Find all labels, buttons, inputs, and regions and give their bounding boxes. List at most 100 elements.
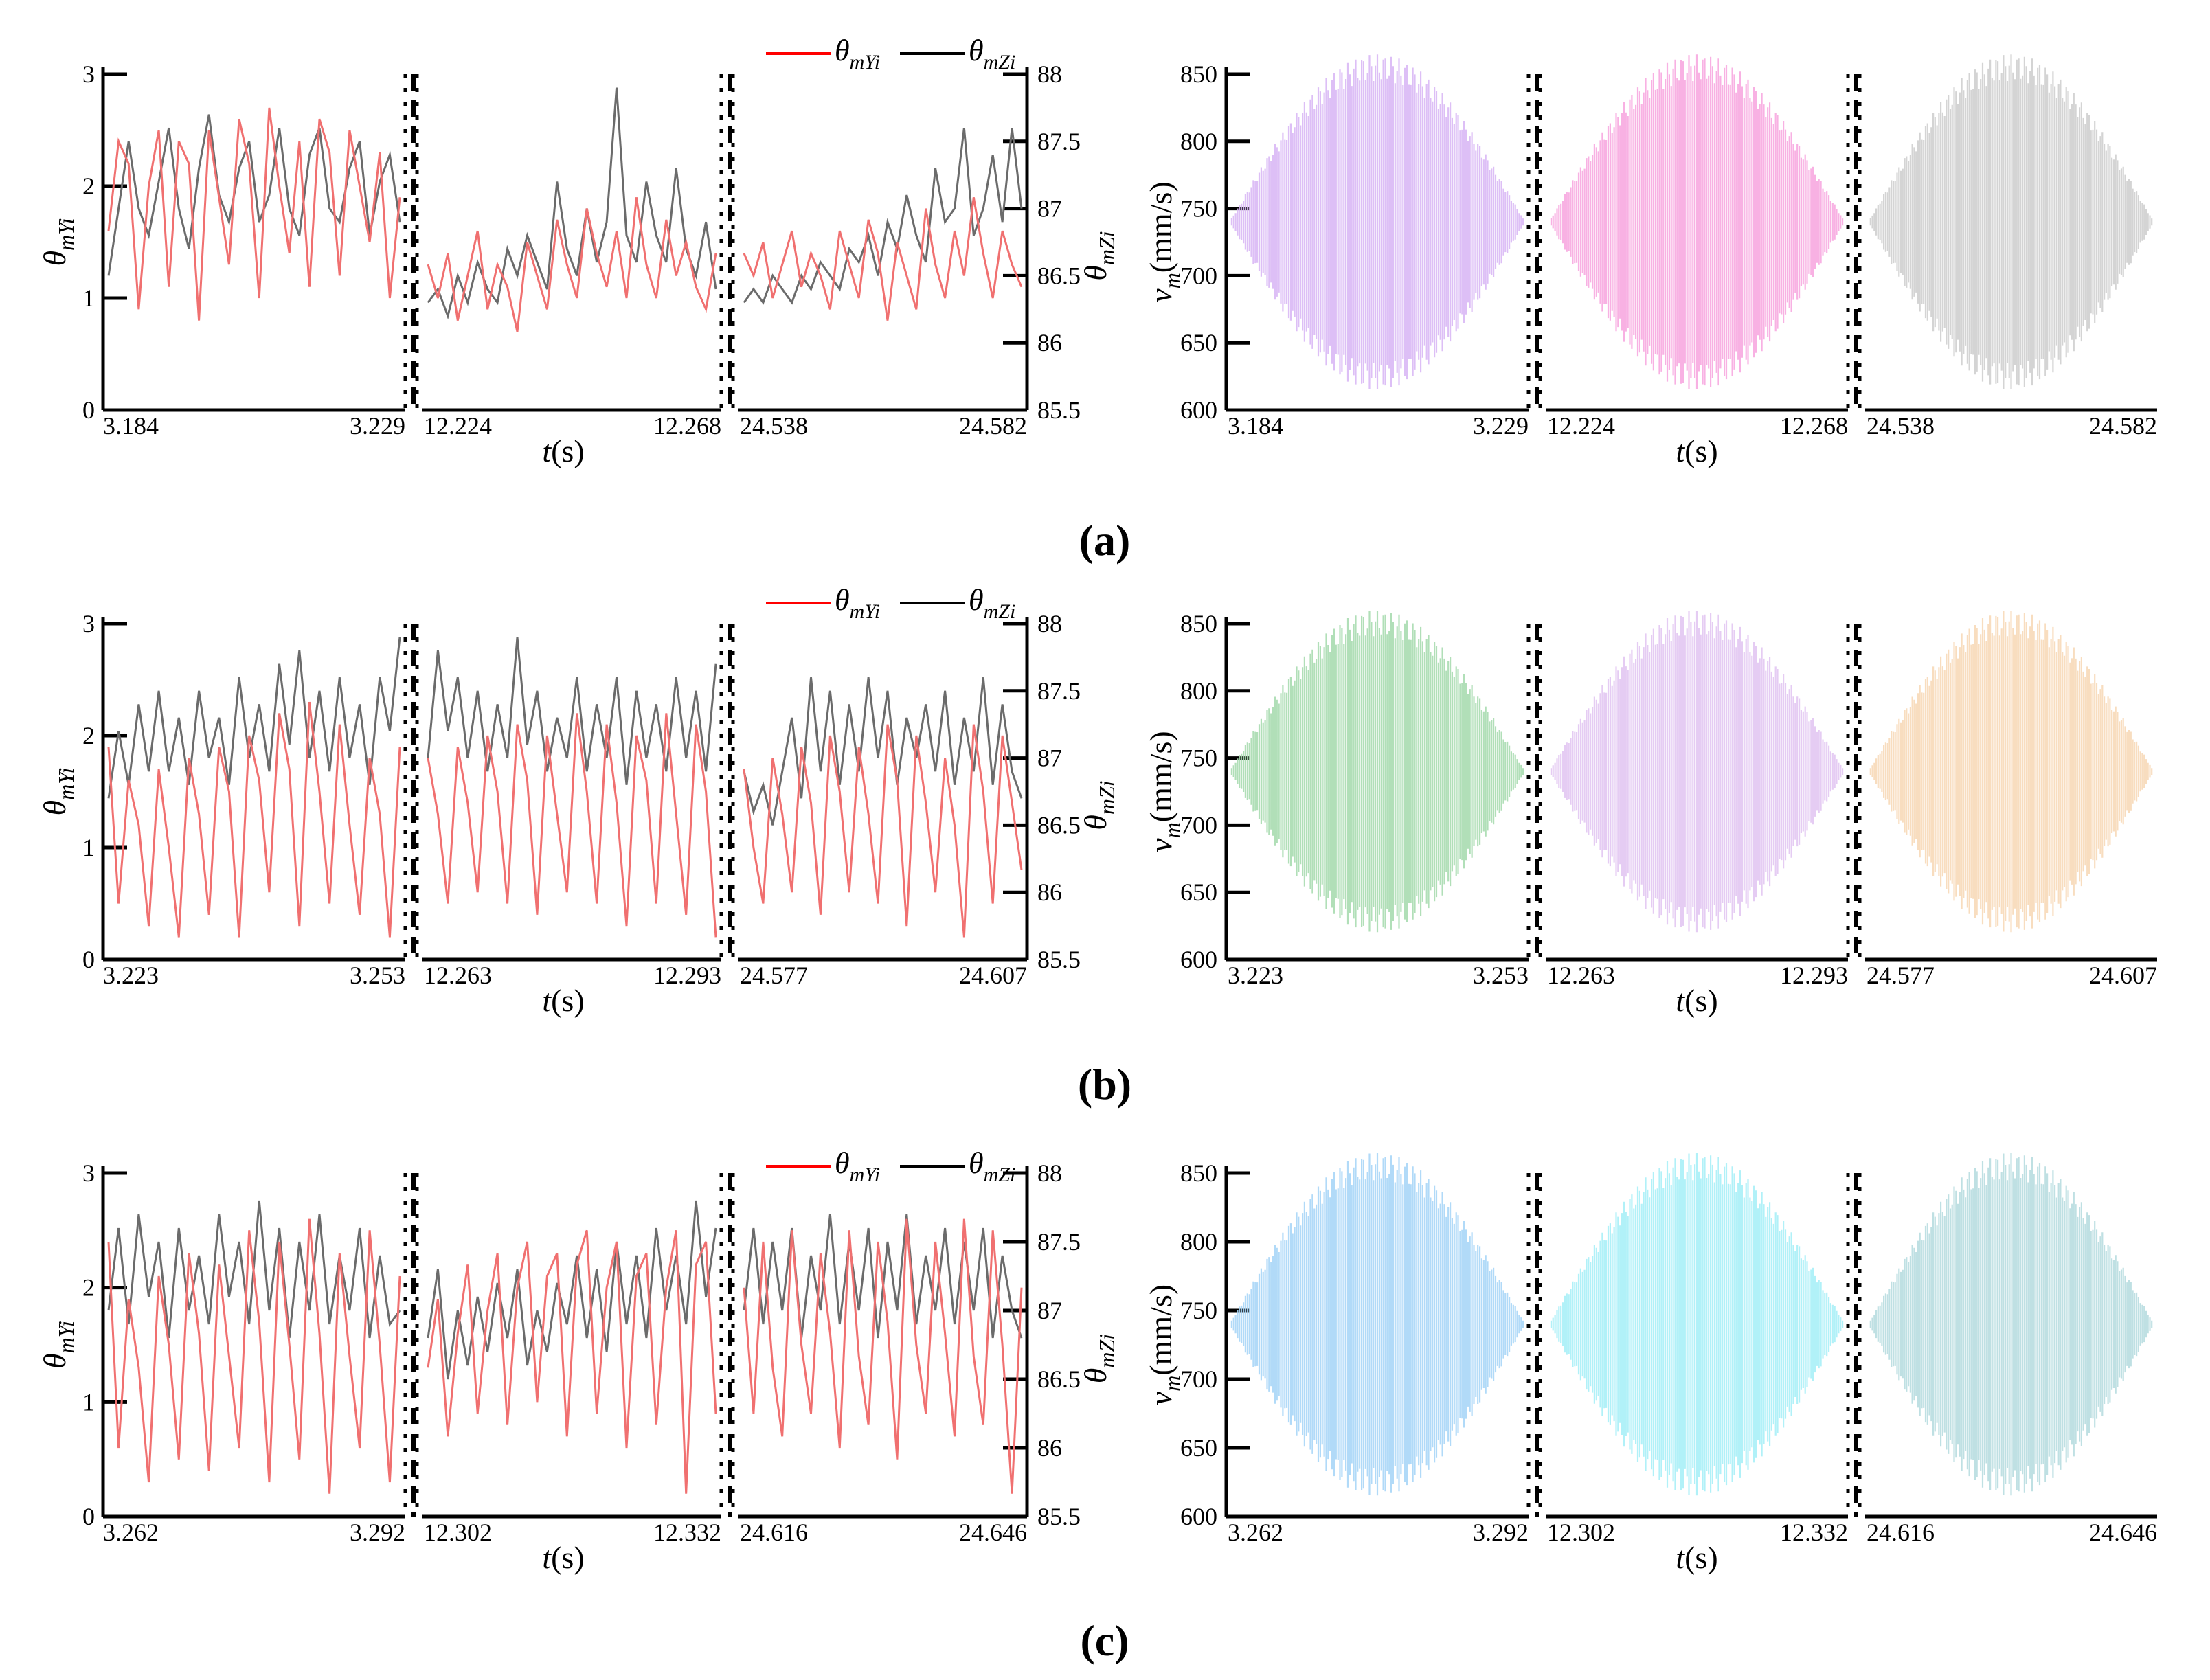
right-0-xtick-end-2: 24.582 xyxy=(2089,412,2157,440)
left-0-ylabel-right-sub: mZi xyxy=(1094,231,1119,265)
left-1-xtick-end-1: 12.293 xyxy=(653,962,721,989)
right-2-ytick-label-5: 850 xyxy=(1180,1159,1217,1187)
panel-label-c: (c) xyxy=(1080,1616,1129,1665)
right-1-velocity-wave-seg-0 xyxy=(1230,611,1524,933)
left-0-legend-label-0: θmYi xyxy=(835,34,880,73)
right-0-xlabel-unit: (s) xyxy=(1684,433,1718,468)
left-0-ytick-right-label-2: 86.5 xyxy=(1037,262,1081,289)
left-1-ytick-label-3: 3 xyxy=(82,610,95,637)
left-2-xtick-end-2: 24.646 xyxy=(959,1519,1027,1546)
left-1-xtick-end-2: 24.607 xyxy=(959,962,1027,989)
right-2-xlabel: t(s) xyxy=(1676,1540,1717,1575)
left-0-ytick-right-label-0: 85.5 xyxy=(1037,396,1081,424)
left-2-series-theta-mYi-seg-2 xyxy=(743,1218,1023,1494)
left-1-legend-base-1: θ xyxy=(969,583,984,617)
left-1-legend-sub-1: mZi xyxy=(984,600,1016,623)
panel-label-a: (a) xyxy=(1079,516,1131,565)
left-1-legend-label-1: θmZi xyxy=(969,583,1015,623)
left-0-legend-sub-1: mZi xyxy=(984,51,1016,73)
left-0-ytick-label-0: 0 xyxy=(82,396,95,424)
right-1-xtick-start-2: 24.577 xyxy=(1867,962,1935,989)
right-2-velocity-wave-seg-0 xyxy=(1230,1153,1524,1496)
left-1-ytick-right-label-0: 85.5 xyxy=(1037,946,1081,973)
left-1-xtick-start-2: 24.577 xyxy=(740,962,808,989)
right-1-xtick-end-0: 3.253 xyxy=(1473,962,1529,989)
right-2-ylabel: vm(mm/s) xyxy=(1143,1284,1184,1405)
panel-a: 0 1 2 3 85.5 86 86.5 87 87.5 88 3.184 3.229 12.224 12… xyxy=(37,34,2157,468)
right-2-xtick-start-1: 12.302 xyxy=(1547,1519,1615,1546)
right-2-velocity-wave-seg-2 xyxy=(1869,1153,2153,1496)
right-2-ytick-label-0: 600 xyxy=(1180,1503,1217,1530)
right-2-xlabel-unit: (s) xyxy=(1684,1540,1718,1575)
right-1-ylabel-unit: (mm/s) xyxy=(1143,731,1178,822)
left-2-ylabel-right-base: θ xyxy=(1078,1368,1113,1384)
right-1-ytick-label-2: 700 xyxy=(1180,811,1217,839)
left-1-series-theta-mZi-seg-2 xyxy=(743,677,1023,826)
left-2-legend-label-0: θmYi xyxy=(835,1146,880,1186)
right-1-ytick-label-3: 750 xyxy=(1180,745,1217,772)
right-2-ytick-label-4: 800 xyxy=(1180,1228,1217,1256)
right-2-xtick-end-1: 12.332 xyxy=(1780,1519,1848,1546)
left-2-series-theta-mYi-seg-1 xyxy=(427,1229,717,1494)
left-2-ytick-label-3: 3 xyxy=(82,1159,95,1187)
left-1-ylabel-right-sub: mZi xyxy=(1094,780,1119,815)
left-2-legend-base-1: θ xyxy=(969,1146,984,1180)
left-0-series-theta-mYi-seg-2 xyxy=(743,197,1023,321)
left-0-ylabel-left-base: θ xyxy=(37,251,72,266)
right-1-xlabel: t(s) xyxy=(1676,983,1717,1018)
right-2-ylabel-base: v xyxy=(1143,1391,1178,1405)
left-1-series-theta-mYi-seg-2 xyxy=(743,724,1023,938)
right-1-xlabel-var: t xyxy=(1676,983,1685,1018)
left-0-ylabel-right: θmZi xyxy=(1078,231,1119,280)
right-1-xtick-end-1: 12.293 xyxy=(1780,962,1848,989)
right-2-xtick-start-2: 24.616 xyxy=(1867,1519,1935,1546)
left-2-legend-label-1: θmZi xyxy=(969,1146,1015,1186)
right-1-velocity-wave-seg-1 xyxy=(1550,611,1844,933)
right-0-ylabel-unit: (mm/s) xyxy=(1143,181,1178,273)
left-2-series-theta-mZi-seg-0 xyxy=(107,1200,401,1339)
left-0-xlabel-unit: (s) xyxy=(551,433,585,468)
left-0-ylabel-left-sub: mYi xyxy=(54,218,78,250)
left-1-legend-base-0: θ xyxy=(835,583,850,617)
left-0-xlabel: t(s) xyxy=(542,433,584,468)
left-0-series-theta-mZi-seg-0 xyxy=(107,114,401,276)
left-0-ytick-label-2: 2 xyxy=(82,172,95,200)
left-0-ylabel-left: θmYi xyxy=(37,218,78,266)
left-2-ytick-label-1: 1 xyxy=(82,1388,95,1416)
left-1-ytick-label-0: 0 xyxy=(82,946,95,973)
left-2-legend-sub-1: mZi xyxy=(984,1163,1016,1186)
left-1-xlabel-var: t xyxy=(542,983,552,1018)
right-2-ylabel-unit: (mm/s) xyxy=(1143,1284,1178,1376)
left-1-series-theta-mYi-seg-0 xyxy=(107,701,401,938)
left-2-ylabel-right-sub: mZi xyxy=(1094,1334,1119,1368)
right-0-xtick-end-1: 12.268 xyxy=(1780,412,1848,440)
left-0-series-theta-mZi-seg-1 xyxy=(427,87,717,320)
right-0-ylabel: vm(mm/s) xyxy=(1143,181,1184,302)
right-2-ytick-label-1: 650 xyxy=(1180,1434,1217,1462)
right-0-xtick-start-2: 24.538 xyxy=(1867,412,1935,440)
left-0-legend-base-1: θ xyxy=(969,34,984,67)
left-2-xlabel-unit: (s) xyxy=(551,1540,585,1575)
right-2-xtick-end-2: 24.646 xyxy=(2089,1519,2157,1546)
left-2-ytick-label-0: 0 xyxy=(82,1503,95,1530)
left-1-ytick-right-label-1: 86 xyxy=(1037,878,1062,906)
right-0-ytick-label-2: 700 xyxy=(1180,262,1217,289)
left-0-xtick-start-1: 12.224 xyxy=(424,412,492,440)
left-1-xtick-start-0: 3.223 xyxy=(103,962,159,989)
left-0-ytick-right-label-5: 88 xyxy=(1037,60,1062,88)
right-1-ytick-label-4: 800 xyxy=(1180,677,1217,705)
left-0-ytick-right-label-4: 87.5 xyxy=(1037,128,1081,155)
left-0-legend-sub-0: mYi xyxy=(850,51,880,73)
left-0-ylabel-right-base: θ xyxy=(1078,265,1113,281)
left-1-series-theta-mZi-seg-0 xyxy=(107,637,401,799)
left-0-ytick-right-label-3: 87 xyxy=(1037,195,1062,223)
right-0-xlabel-var: t xyxy=(1676,433,1685,468)
right-1-xtick-end-2: 24.607 xyxy=(2089,962,2157,989)
left-0-xtick-end-2: 24.582 xyxy=(959,412,1027,440)
right-2-xlabel-var: t xyxy=(1676,1540,1685,1575)
right-1-ytick-label-1: 650 xyxy=(1180,878,1217,906)
left-0-series-theta-mYi-seg-1 xyxy=(427,197,717,332)
left-2-xlabel: t(s) xyxy=(542,1540,584,1575)
right-0-ylabel-base: v xyxy=(1143,288,1178,303)
